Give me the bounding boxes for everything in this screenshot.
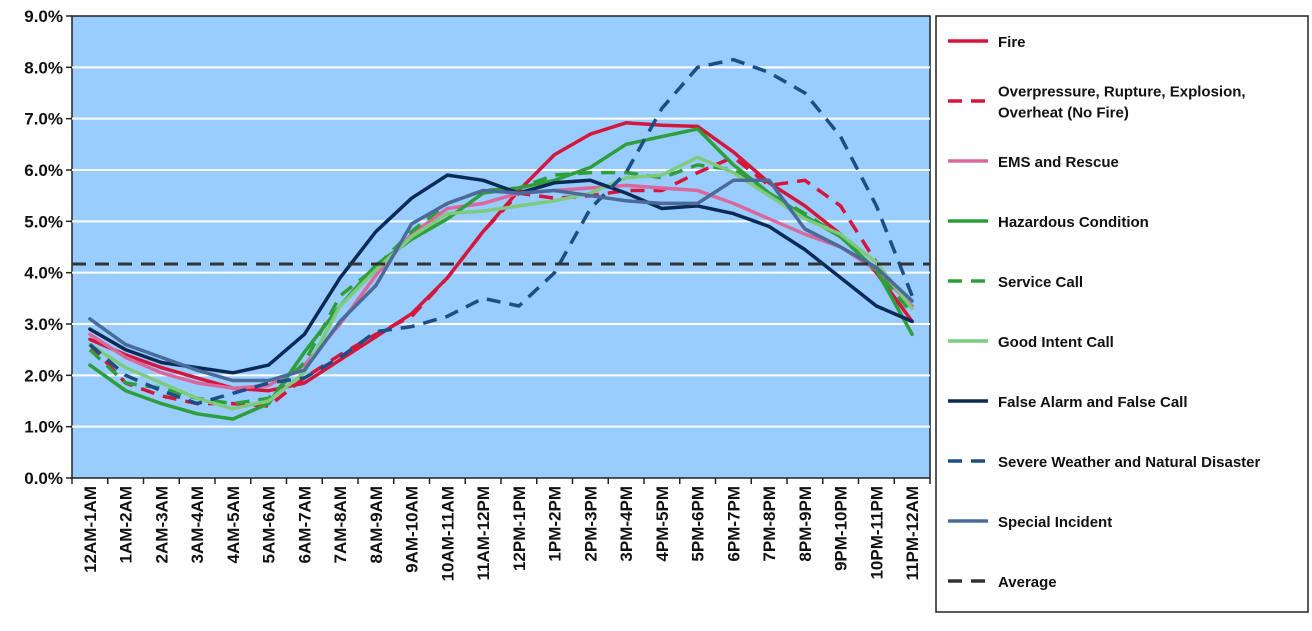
legend-label: Severe Weather and Natural Disaster xyxy=(998,454,1261,471)
y-tick-label: 3.0% xyxy=(24,315,63,334)
x-tick-label: 11PM-12AM xyxy=(903,486,922,580)
x-tick-label: 9AM-10AM xyxy=(403,486,422,573)
legend-label: Good Intent Call xyxy=(998,334,1114,351)
x-tick-label: 7PM-8PM xyxy=(760,486,779,562)
x-tick-label: 3PM-4PM xyxy=(617,486,636,562)
x-tick-label: 7AM-8AM xyxy=(331,486,350,563)
x-tick-label: 1PM-2PM xyxy=(546,486,565,562)
x-tick-label: 11AM-12PM xyxy=(474,486,493,580)
x-tick-label: 5AM-6AM xyxy=(260,486,279,563)
series-line-1 xyxy=(88,155,914,408)
legend-label: Overpressure, Rupture, Explosion, Overhea… xyxy=(998,84,1246,122)
x-tick-label: 1AM-2AM xyxy=(117,486,136,563)
legend: Fire Overpressure, Rupture, Explosion, Ove… xyxy=(948,34,1261,591)
x-tick-label: 12AM-1AM xyxy=(81,486,100,573)
x-tick-label: 9PM-10PM xyxy=(832,486,851,571)
legend-label: EMS and Rescue xyxy=(998,154,1119,171)
legend-box xyxy=(935,15,1309,613)
x-tick-label: 4PM-5PM xyxy=(653,486,672,562)
y-tick-label: 0.0% xyxy=(24,469,63,488)
y-tick-label: 5.0% xyxy=(24,212,63,231)
series-line-4 xyxy=(88,163,914,406)
x-tick-label: 6PM-7PM xyxy=(724,486,743,562)
legend-label: Service Call xyxy=(998,274,1083,291)
x-axis-ticks: 12AM-1AM 1AM-2AM 2AM-3AM 3AM-4AM 4AM-5AM 5AM-… xyxy=(71,478,931,581)
x-tick-label: 2PM-3PM xyxy=(581,486,600,562)
x-tick-label: 4AM-5AM xyxy=(224,486,243,563)
y-tick-label: 7.0% xyxy=(24,110,63,129)
x-tick-label: 8AM-9AM xyxy=(367,486,386,563)
x-tick-label: 8PM-9PM xyxy=(796,486,815,562)
y-tick-label: 6.0% xyxy=(24,161,63,180)
y-tick-label: 1.0% xyxy=(24,418,63,437)
legend-label: Fire xyxy=(998,34,1026,51)
legend-label: Special Incident xyxy=(998,514,1112,531)
series-line-2 xyxy=(88,183,914,390)
y-tick-label: 9.0% xyxy=(24,7,63,26)
legend-label: False Alarm and False Call xyxy=(998,394,1188,411)
series-lines xyxy=(72,57,930,421)
x-tick-label: 10PM-11PM xyxy=(867,486,886,580)
x-tick-label: 5PM-6PM xyxy=(689,486,708,562)
series-line-7 xyxy=(88,57,914,406)
legend-label: Average xyxy=(998,574,1057,591)
x-tick-label: 10AM-11AM xyxy=(438,486,457,581)
y-tick-label: 4.0% xyxy=(24,264,63,283)
legend-label: Hazardous Condition xyxy=(998,214,1149,231)
y-axis-ticks: 0.0% 1.0% 2.0% 3.0% 4.0% 5.0% 6.0% 7.0% 8.0% 9.0% xyxy=(24,7,72,488)
x-tick-label: 6AM-7AM xyxy=(295,486,314,563)
series-line-6 xyxy=(88,173,914,375)
x-tick-label: 2AM-3AM xyxy=(152,486,171,563)
x-tick-label: 3AM-4AM xyxy=(188,486,207,563)
x-tick-label: 12PM-1PM xyxy=(510,486,529,571)
y-tick-label: 2.0% xyxy=(24,366,63,385)
series-line-5 xyxy=(88,155,914,411)
y-tick-label: 8.0% xyxy=(24,58,63,77)
series-line-8 xyxy=(88,178,914,383)
